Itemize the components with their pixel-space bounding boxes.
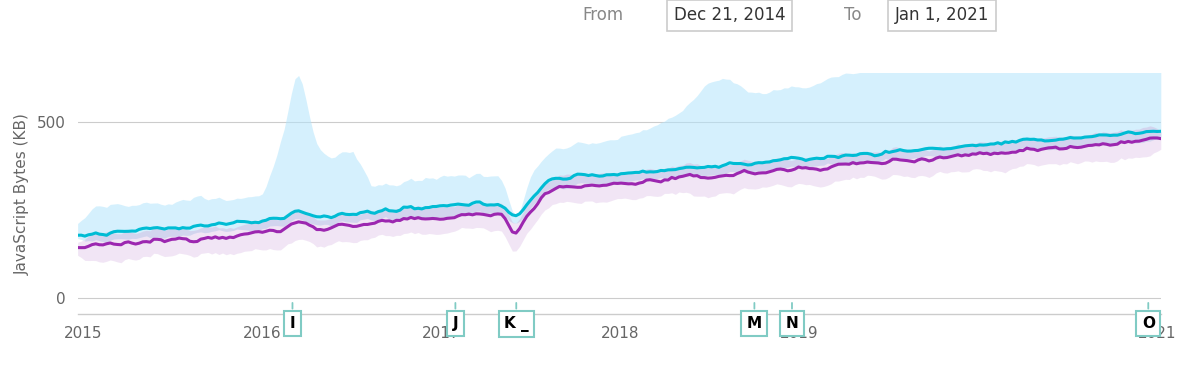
Text: M: M [747,316,762,331]
Text: N: N [786,316,799,331]
Text: O: O [1142,316,1155,331]
Text: J: J [453,316,458,331]
Y-axis label: JavaScript Bytes (KB): JavaScript Bytes (KB) [15,113,30,275]
Text: Jan 1, 2021: Jan 1, 2021 [894,7,989,24]
Text: To: To [844,7,861,24]
Text: From: From [582,7,623,24]
Text: K _: K _ [504,316,528,332]
Text: Dec 21, 2014: Dec 21, 2014 [673,7,786,24]
Text: I: I [290,316,296,331]
